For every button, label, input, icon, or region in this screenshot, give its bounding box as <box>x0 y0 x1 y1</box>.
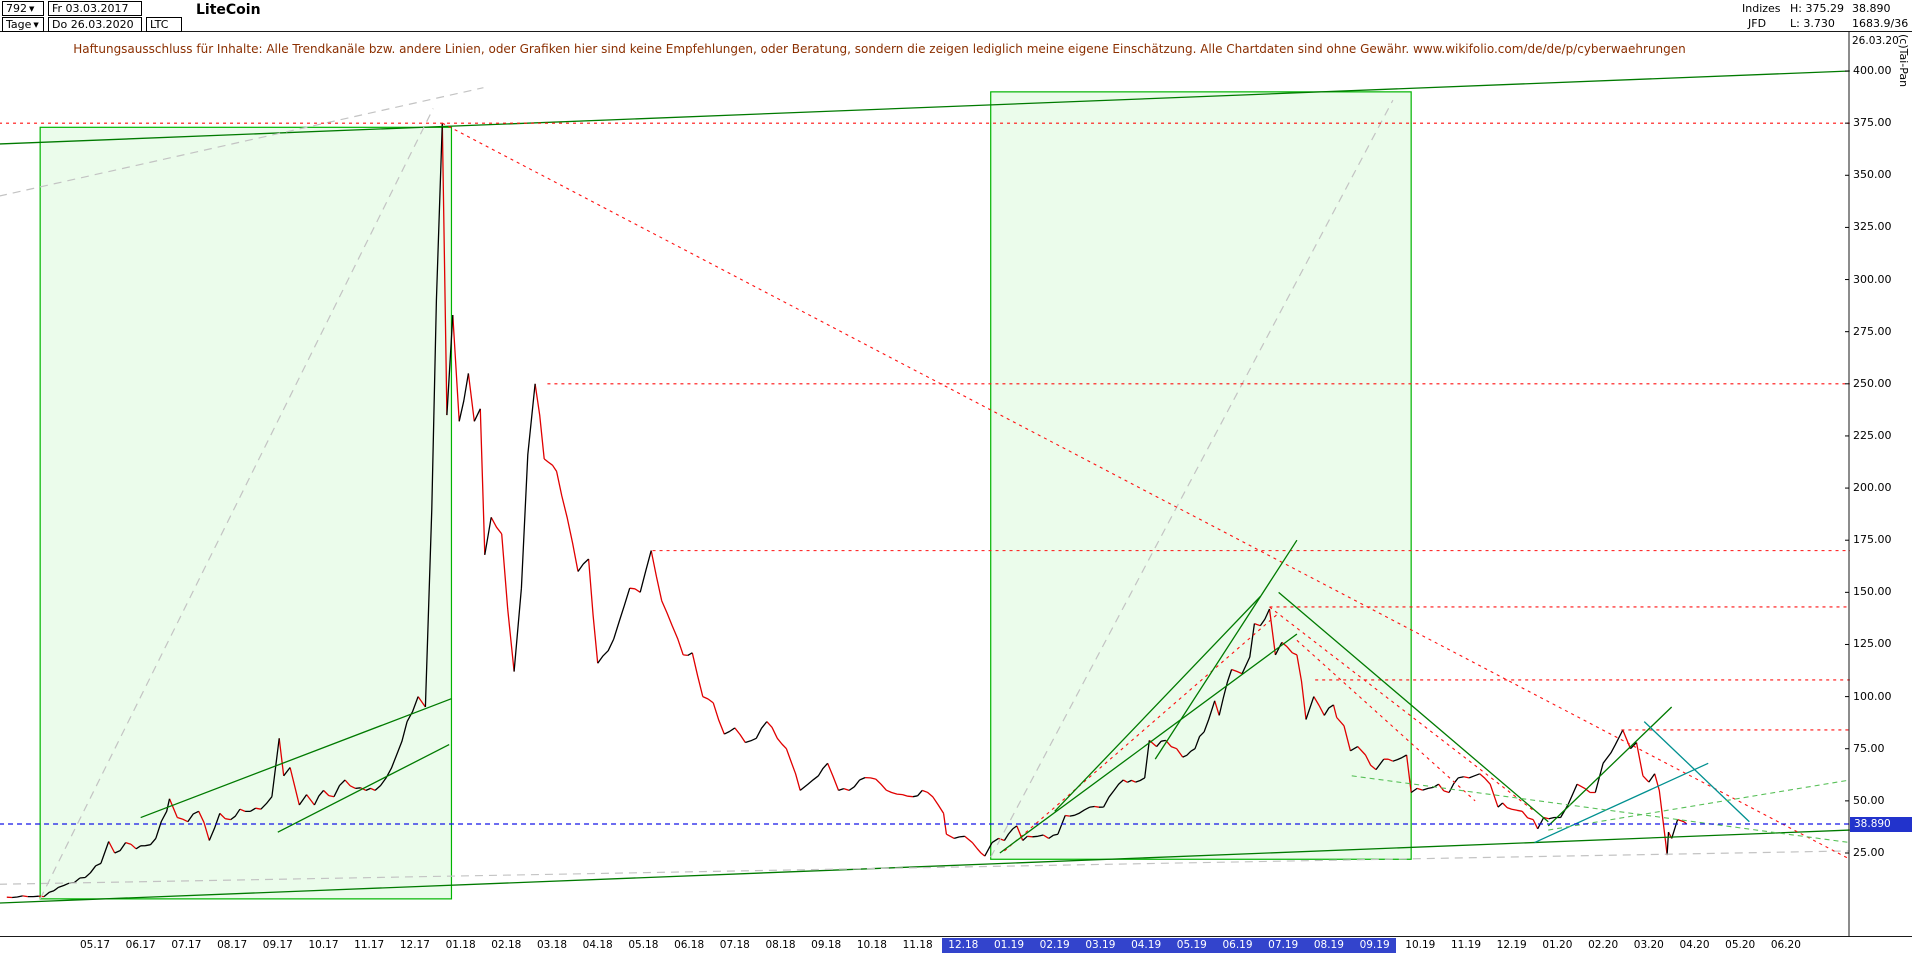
time-axis-label: 08.17 <box>217 939 248 951</box>
time-axis-label: 11.19 <box>1450 939 1482 951</box>
time-axis-label: 03.18 <box>536 939 568 951</box>
toolbar: 792 ▼ Fr 03.03.2017 Tage ▼ Do 26.03.2020 L… <box>0 0 1912 32</box>
price-axis-label: 50.00 <box>1853 793 1885 807</box>
price-axis-label: 300.00 <box>1853 272 1892 286</box>
price-axis-label: 225.00 <box>1853 428 1892 442</box>
price-axis-label: 200.00 <box>1853 481 1892 495</box>
time-axis-label: 01.18 <box>445 939 476 951</box>
time-axis-label: 11.17 <box>354 939 385 951</box>
time-axis-label: 07.17 <box>171 939 202 951</box>
time-axis-label: 08.19 <box>1313 939 1344 951</box>
price-axis-label: 275.00 <box>1853 324 1892 338</box>
axis-last-date: 26.03.20 <box>1852 35 1899 47</box>
time-axis-label: 02.18 <box>491 939 522 951</box>
start-date-field[interactable]: Fr 03.03.2017 <box>48 1 142 16</box>
time-axis-label: 07.18 <box>719 939 750 951</box>
price-axis-label: 350.00 <box>1853 168 1892 182</box>
time-axis-label: 06.19 <box>1222 939 1253 951</box>
price-axis-label: 75.00 <box>1853 741 1885 755</box>
price-axis-label: 400.00 <box>1853 64 1892 77</box>
start-date-value: Fr 03.03.2017 <box>52 2 129 15</box>
time-axis-label: 09.17 <box>262 939 293 951</box>
last-price: 38.890 <box>1852 2 1891 15</box>
chart-area[interactable]: Haftungsausschluss für Inhalte: Alle Tre… <box>0 32 1912 953</box>
time-axis-label: 01.20 <box>1542 939 1573 951</box>
time-axis-label: 02.19 <box>1039 939 1070 951</box>
time-axis-label: 06.20 <box>1770 939 1801 951</box>
time-axis-label: 06.18 <box>674 939 705 951</box>
price-axis-label: 25.00 <box>1853 846 1885 859</box>
time-axis-label: 03.19 <box>1085 939 1116 951</box>
disclaimer-text: Haftungsausschluss für Inhalte: Alle Tre… <box>73 42 1686 56</box>
symbol-value: LTC <box>150 18 169 31</box>
period-high: H: 375.29 <box>1790 2 1844 15</box>
time-axis-label: 04.20 <box>1679 939 1710 951</box>
time-axis-label: 02.20 <box>1588 939 1619 951</box>
period-low: L: 3.730 <box>1790 17 1835 30</box>
end-date-field[interactable]: Do 26.03.2020 <box>48 17 142 32</box>
time-axis-label: 05.18 <box>628 939 659 951</box>
period-dropdown[interactable]: Tage ▼ <box>2 17 44 32</box>
chevron-down-icon: ▼ <box>33 21 39 29</box>
price-axis-label: 175.00 <box>1853 533 1892 547</box>
price-axis-label: 150.00 <box>1853 585 1892 599</box>
end-date-value: Do 26.03.2020 <box>52 18 134 31</box>
time-axis-label: 10.18 <box>856 939 887 951</box>
market-label: Indizes <box>1742 2 1781 15</box>
time-axis-label: 03.20 <box>1633 939 1664 951</box>
time-axis-label: 09.19 <box>1359 939 1390 951</box>
period-value: Tage <box>6 18 32 31</box>
price-axis-label: 250.00 <box>1853 376 1892 390</box>
price-axis-label: 125.00 <box>1853 637 1892 651</box>
instrument-title: LiteCoin <box>196 2 261 18</box>
time-axis-highlight <box>942 938 1396 953</box>
time-axis-label: 01.19 <box>993 939 1025 951</box>
bar-info: 1683.9/36 <box>1852 17 1909 30</box>
time-axis-label: 10.17 <box>308 939 339 951</box>
time-axis-label: 05.20 <box>1725 939 1756 951</box>
time-axis-label: 07.19 <box>1268 939 1299 951</box>
feed-label: JFD <box>1748 17 1767 30</box>
price-axis-label: 375.00 <box>1853 116 1892 130</box>
time-axis-label: 11.18 <box>902 939 933 951</box>
copyright-label: (c)Tai-Pan <box>1897 34 1910 88</box>
bars-count-dropdown[interactable]: 792 ▼ <box>2 1 44 16</box>
time-axis-label: 05.19 <box>1176 939 1207 951</box>
price-axis-label: 100.00 <box>1853 689 1892 703</box>
time-axis-label: 08.18 <box>765 939 796 951</box>
time-axis-label: 12.18 <box>948 939 979 951</box>
time-axis-label: 05.17 <box>79 939 111 951</box>
bars-count-value: 792 <box>6 2 27 15</box>
time-axis-label: 06.17 <box>125 939 156 951</box>
time-axis-label: 10.19 <box>1405 939 1436 951</box>
time-axis-label: 04.18 <box>582 939 613 951</box>
symbol-field[interactable]: LTC <box>146 17 182 32</box>
time-axis-label: 04.19 <box>1131 939 1162 951</box>
time-axis-label: 12.17 <box>399 939 430 951</box>
time-axis-label: 09.18 <box>811 939 842 951</box>
time-axis[interactable]: 05.17 06.17 07.17 08.17 09.17 10.17 11.17 12.17… <box>0 936 1912 953</box>
time-axis-label: 12.19 <box>1496 939 1527 951</box>
chevron-down-icon: ▼ <box>29 5 35 13</box>
chart-canvas[interactable] <box>0 32 1912 936</box>
price-axis-label: 325.00 <box>1853 220 1892 234</box>
last-price-badge: 38.890 <box>1850 817 1912 833</box>
